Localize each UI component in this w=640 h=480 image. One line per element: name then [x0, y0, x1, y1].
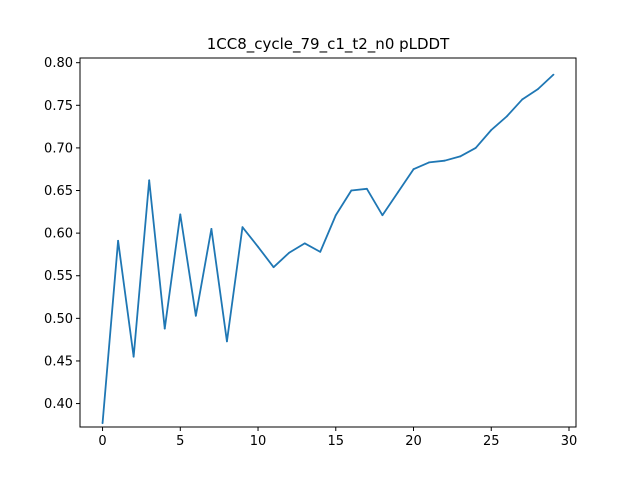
data-point [257, 245, 259, 248]
data-point [537, 88, 539, 91]
data-point [101, 422, 104, 425]
data-point [194, 314, 197, 317]
data-point [521, 98, 524, 101]
x-tick-label: 30 [561, 434, 578, 449]
x-tick-label: 10 [250, 434, 267, 449]
data-point [303, 242, 306, 245]
y-tick-label: 0.50 [44, 312, 73, 327]
y-tick-label: 0.80 [44, 56, 73, 71]
data-point [334, 214, 337, 217]
x-tick-label: 15 [328, 434, 345, 449]
chart-title: 1CC8_cycle_79_c1_t2_n0 pLDDT [207, 35, 450, 54]
series-line [101, 73, 555, 424]
data-point [459, 155, 462, 158]
y-tick-label: 0.55 [44, 269, 73, 284]
data-point [288, 251, 291, 254]
data-point [163, 327, 166, 330]
data-point [428, 161, 430, 164]
data-point [226, 340, 228, 343]
data-point [365, 187, 368, 190]
data-point [210, 227, 213, 230]
y-tick-label: 0.70 [44, 141, 73, 156]
y-tick-label: 0.65 [44, 184, 73, 199]
data-point [443, 159, 446, 162]
data-point [241, 226, 244, 229]
data-point [350, 189, 353, 192]
x-tick-label: 20 [405, 434, 422, 449]
data-point [319, 250, 322, 253]
x-tick-label: 5 [176, 434, 184, 449]
data-point [552, 73, 555, 76]
y-tick-label: 0.75 [44, 99, 73, 114]
plot-area: 0 5 10 15 20 25 30 0.40 0.45 0.50 0.55 0.60 0.65 0.70… [44, 56, 577, 449]
x-tick-label: 0 [98, 434, 106, 449]
data-point [490, 129, 493, 131]
x-tick-label: 25 [483, 434, 500, 449]
data-point [474, 147, 477, 149]
data-point [412, 168, 415, 171]
data-point [272, 266, 275, 269]
data-point [505, 115, 508, 118]
y-tick-label: 0.40 [44, 397, 73, 412]
axes-frame [79, 57, 577, 428]
data-point [179, 213, 182, 216]
data-point [381, 214, 384, 217]
data-point [132, 355, 135, 358]
data-point [397, 191, 399, 194]
y-tick-label: 0.45 [44, 354, 73, 369]
data-point [148, 179, 151, 182]
data-point [117, 239, 119, 242]
y-tick-label: 0.60 [44, 227, 73, 242]
